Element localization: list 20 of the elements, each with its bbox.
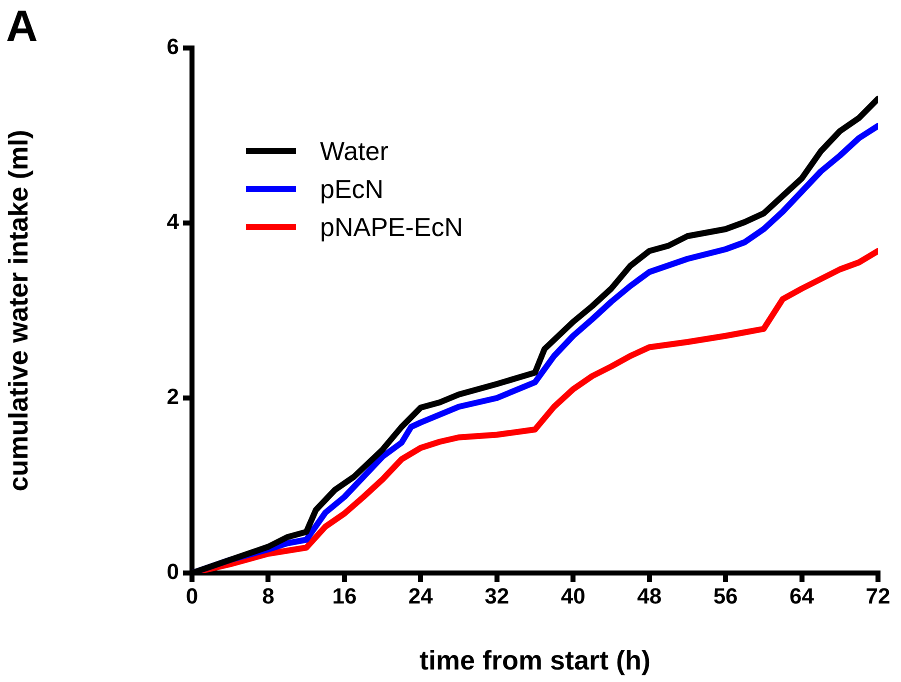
x-tick-label: 16 — [332, 583, 357, 608]
x-tick-label: 8 — [262, 583, 274, 608]
x-tick-label: 48 — [637, 583, 662, 608]
x-tick-label: 56 — [713, 583, 738, 608]
x-tick-label: 32 — [484, 583, 510, 608]
y-axis-title: cumulative water intake (ml) — [4, 130, 34, 492]
x-tick-label: 64 — [790, 583, 815, 608]
legend-label: Water — [320, 136, 388, 166]
x-tick-label: 72 — [866, 583, 890, 608]
y-tick-label: 4 — [166, 209, 180, 234]
text: A — [6, 2, 38, 52]
y-tick-label: 6 — [166, 34, 179, 60]
y-tick-label: 2 — [166, 384, 179, 410]
x-tick-label: 0 — [186, 583, 198, 608]
y-tick-label: 0 — [166, 559, 179, 584]
x-axis-title: time from start (h) — [419, 645, 651, 676]
legend-label: pNAPE-EcN — [320, 212, 464, 242]
legend-label: pEcN — [320, 174, 384, 204]
x-tick-label: 24 — [408, 583, 434, 608]
x-tick-label: 40 — [560, 583, 586, 608]
